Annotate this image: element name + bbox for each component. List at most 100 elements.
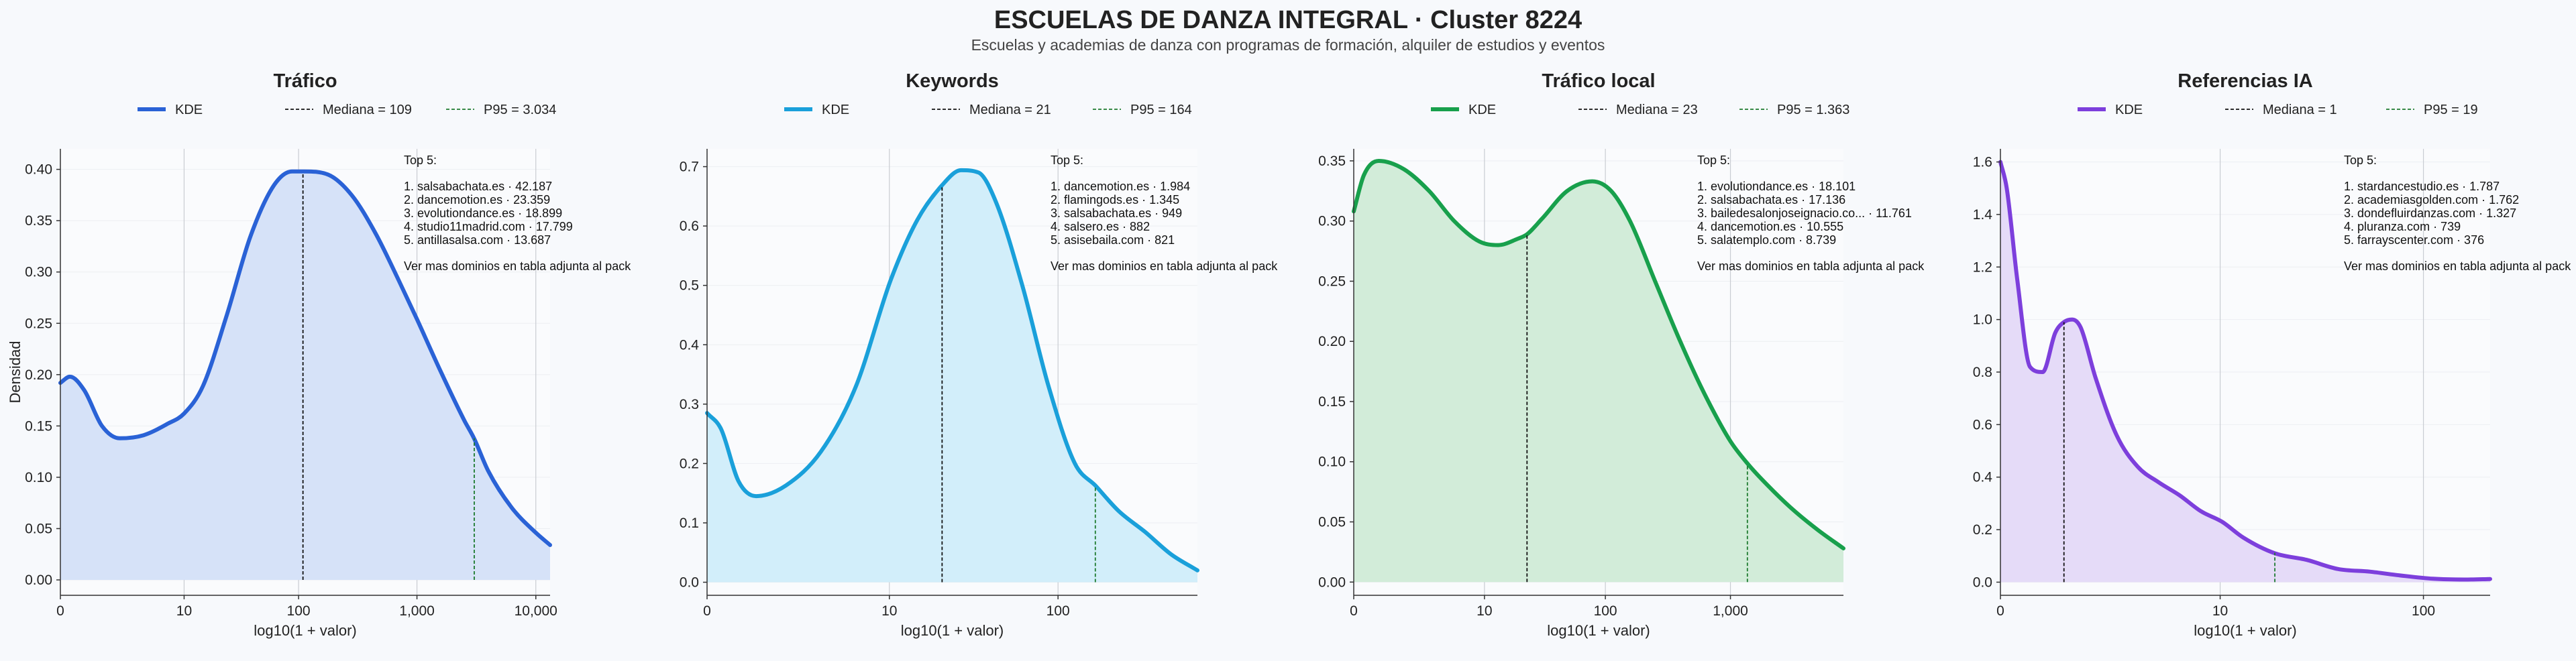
- top5-item: 1. stardancestudio.es · 1.787: [2344, 180, 2500, 193]
- y-tick-label: 0.35: [25, 213, 52, 229]
- top5-item: 2. academiasgolden.com · 1.762: [2344, 193, 2519, 206]
- top5-item: 3. dondefluirdanzas.com · 1.327: [2344, 206, 2516, 220]
- y-tick-label: 0.20: [1318, 334, 1346, 349]
- legend: KDE Mediana = 109 P95 = 3.034: [138, 103, 556, 117]
- panel-title: Referencias IA: [2178, 70, 2313, 92]
- top5-footer: Ver mas dominios en tabla adjunta al pac…: [404, 259, 631, 273]
- x-tick-label: 100: [1046, 603, 1070, 619]
- kde-line: [1352, 159, 1845, 550]
- kde-fill: [60, 171, 550, 581]
- legend-median-label: Mediana = 23: [1616, 103, 1698, 117]
- y-tick-label: 1.0: [1973, 312, 1992, 328]
- y-tick-label: 0.20: [25, 367, 52, 383]
- x-tick-label: 10: [881, 603, 897, 619]
- y-tick-label: 0.2: [1973, 522, 1992, 538]
- top5-header: Top 5:: [1051, 154, 1083, 167]
- x-tick-label: 10: [1477, 603, 1492, 619]
- legend-p95-label: P95 = 164: [1130, 103, 1192, 117]
- top5-item: 4. pluranza.com · 739: [2344, 220, 2461, 233]
- top5-item: 5. asisebaila.com · 821: [1051, 233, 1175, 247]
- panel-title: Tráfico local: [1542, 70, 1655, 92]
- top5-item: 5. salatemplo.com · 8.739: [1697, 233, 1836, 247]
- top5-item: 3. evolutiondance.es · 18.899: [404, 206, 562, 220]
- y-tick-label: 0.30: [1318, 214, 1346, 229]
- legend-kde-label: KDE: [1468, 103, 1496, 117]
- panel-title: Keywords: [906, 70, 999, 92]
- x-tick-label: 10,000: [515, 603, 557, 619]
- y-tick-label: 0.1: [680, 516, 699, 531]
- top5-item: 4. studio11madrid.com · 17.799: [404, 220, 573, 233]
- kde-line: [58, 169, 552, 547]
- x-axis-label: log10(1 + valor): [254, 622, 356, 639]
- kde-fill: [1354, 161, 1843, 583]
- top5-item: 1. dancemotion.es · 1.984: [1051, 180, 1190, 193]
- x-tick-label: 1,000: [1713, 603, 1748, 619]
- top5-item: 5. farrayscenter.com · 376: [2344, 233, 2484, 247]
- y-tick-label: 0.3: [680, 397, 699, 412]
- x-tick-label: 1,000: [399, 603, 435, 619]
- y-tick-label: 0.25: [1318, 274, 1346, 289]
- top5-item: 4. salsero.es · 882: [1051, 220, 1150, 233]
- chart-panel-3: 0.0 0.2 0.4 0.6 0.8 1.0 1.2 1.4 1.6 0 10 100 log10(1…: [1973, 70, 2571, 639]
- y-tick-label: 1.2: [1973, 259, 1992, 275]
- y-tick-label: 0.40: [25, 162, 52, 178]
- y-tick-label: 0.6: [1973, 417, 1992, 432]
- kde-line: [1998, 160, 2492, 582]
- x-axis-label: log10(1 + valor): [901, 622, 1004, 639]
- kde-line: [705, 168, 1199, 573]
- top5-item: 3. bailedesalonjoseignacio.co... · 11.76…: [1697, 206, 1912, 220]
- y-tick-label: 0.00: [25, 573, 52, 588]
- y-tick-label: 0.8: [1973, 365, 1992, 380]
- y-tick-label: 0.30: [25, 265, 52, 280]
- chart-panel-1: 0.0 0.1 0.2 0.3 0.4 0.5 0.6 0.7 0 10 100 log10(1 + …: [680, 70, 1278, 639]
- x-tick-label: 0: [56, 603, 64, 619]
- panel-title: Tráfico: [273, 70, 337, 92]
- legend-kde-label: KDE: [2115, 103, 2143, 117]
- kde-fill: [707, 170, 1197, 583]
- legend-kde-label: KDE: [175, 103, 203, 117]
- y-tick-label: 1.6: [1973, 155, 1992, 170]
- x-tick-label: 0: [1350, 603, 1358, 619]
- y-tick-label: 1.4: [1973, 207, 1993, 223]
- x-tick-label: 100: [2412, 603, 2435, 619]
- legend-median-label: Mediana = 21: [969, 103, 1051, 117]
- x-tick-label: 10: [2212, 603, 2228, 619]
- x-axis-label: log10(1 + valor): [2194, 622, 2296, 639]
- legend: KDE Mediana = 21 P95 = 164: [784, 103, 1192, 117]
- y-tick-label: 0.35: [1318, 154, 1346, 169]
- y-tick-label: 0.15: [25, 418, 52, 434]
- legend-median-label: Mediana = 109: [323, 103, 412, 117]
- y-tick-label: 0.05: [1318, 514, 1346, 530]
- y-tick-label: 0.10: [1318, 455, 1346, 470]
- legend: KDE Mediana = 23 P95 = 1.363: [1431, 103, 1849, 117]
- top5-item: 3. salsabachata.es · 949: [1051, 206, 1182, 220]
- x-axis-label: log10(1 + valor): [1547, 622, 1650, 639]
- x-tick-label: 10: [176, 603, 192, 619]
- y-tick-label: 0.15: [1318, 394, 1346, 410]
- top5-footer: Ver mas dominios en tabla adjunta al pac…: [2344, 259, 2571, 273]
- top5-footer: Ver mas dominios en tabla adjunta al pac…: [1051, 259, 1278, 273]
- y-tick-label: 0.7: [680, 160, 699, 175]
- y-tick-label: 0.5: [680, 278, 699, 294]
- x-tick-label: 100: [287, 603, 311, 619]
- x-tick-label: 0: [703, 603, 711, 619]
- x-tick-label: 100: [1594, 603, 1617, 619]
- legend-p95-label: P95 = 19: [2424, 103, 2478, 117]
- top5-item: 4. dancemotion.es · 10.555: [1697, 220, 1843, 233]
- x-tick-label: 0: [1996, 603, 2004, 619]
- y-tick-label: 0.4: [1973, 470, 1993, 485]
- top5-header: Top 5:: [2344, 154, 2377, 167]
- y-tick-label: 0.0: [1973, 575, 1992, 590]
- top5-item: 2. salsabachata.es · 17.136: [1697, 193, 1845, 206]
- top5-header: Top 5:: [404, 154, 437, 167]
- top5-item: 1. salsabachata.es · 42.187: [404, 180, 552, 193]
- top5-header: Top 5:: [1697, 154, 1730, 167]
- y-tick-label: 0.2: [680, 456, 699, 471]
- y-tick-label: 0.10: [25, 470, 52, 485]
- top5-item: 1. evolutiondance.es · 18.101: [1697, 180, 1856, 193]
- legend-median-label: Mediana = 1: [2263, 103, 2337, 117]
- top5-item: 5. antillasalsa.com · 13.687: [404, 233, 551, 247]
- legend-p95-label: P95 = 3.034: [484, 103, 556, 117]
